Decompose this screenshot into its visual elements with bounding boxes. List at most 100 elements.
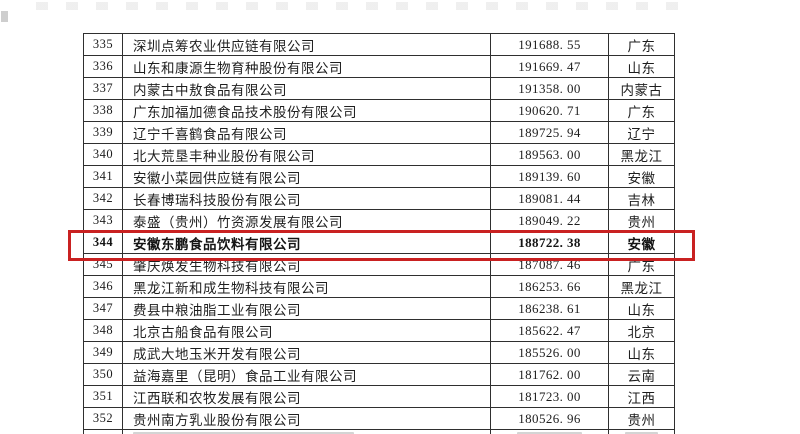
rank-cell: 348 [84,320,123,342]
province-cell: 北京 [609,320,675,342]
value-cell: 190620. 71 [491,100,609,122]
rank-cell: 339 [84,122,123,144]
rank-cell: 338 [84,100,123,122]
table-row: 348 北京古船食品有限公司 185622. 47 北京 [84,320,675,342]
table-row: 342 长春博瑞科技股份有限公司 189081. 44 吉林 [84,188,675,210]
table-row: 346 黑龙江新和成生物科技有限公司 186253. 66 黑龙江 [84,276,675,298]
rank-cell: 341 [84,166,123,188]
rank-cell: 335 [84,34,123,56]
rank-cell: 345 [84,254,123,276]
value-cell: 189049. 22 [491,210,609,232]
company-cell: 黑龙江新和成生物科技有限公司 [123,276,491,298]
value-cell: 189139. 60 [491,166,609,188]
value-cell: 188722. 38 [491,232,609,254]
province-cell: 吉林 [609,188,675,210]
company-cell: 辽宁千喜鹤食品有限公司 [123,122,491,144]
faded-artifact-top [36,2,696,10]
table-row: 344 安徽东鹏食品饮料有限公司 188722. 38 安徽 [84,232,675,254]
rank-cell: 346 [84,276,123,298]
province-cell: 安徽 [609,232,675,254]
company-cell: 长春博瑞科技股份有限公司 [123,188,491,210]
rank-cell: 337 [84,78,123,100]
value-cell: 191669. 47 [491,56,609,78]
faded-artifact-blob [1,11,8,22]
company-cell: 北京古船食品有限公司 [123,320,491,342]
company-cell: 北大荒垦丰种业股份有限公司 [123,144,491,166]
province-cell: 云南 [609,364,675,386]
value-cell: 189563. 00 [491,144,609,166]
province-cell: 山东 [609,298,675,320]
rank-cell: 342 [84,188,123,210]
faded-text-smudge [625,432,658,434]
value-cell: 189725. 94 [491,122,609,144]
company-cell: 肇庆焕发生物科技有限公司 [123,254,491,276]
table-row: 336 山东和康源生物育种股份有限公司 191669. 47 山东 [84,56,675,78]
company-cell: 内蒙古中敖食品有限公司 [123,78,491,100]
value-cell: 186253. 66 [491,276,609,298]
value-cell: 191688. 55 [491,34,609,56]
province-cell: 广东 [609,254,675,276]
table-row: 338 广东加福加德食品技术股份有限公司 190620. 71 广东 [84,100,675,122]
table-row: 350 益海嘉里（昆明）食品工业有限公司 181762. 00 云南 [84,364,675,386]
province-cell: 黑龙江 [609,276,675,298]
value-cell: 180526. 96 [491,408,609,430]
value-cell [491,430,609,434]
province-cell: 广东 [609,100,675,122]
value-cell: 181762. 00 [491,364,609,386]
company-cell: 深圳点筹农业供应链有限公司 [123,34,491,56]
rank-cell: 352 [84,408,123,430]
faded-text-smudge [516,432,583,434]
rank-cell: 350 [84,364,123,386]
value-cell: 181723. 00 [491,386,609,408]
province-cell: 山东 [609,342,675,364]
rank-cell: 336 [84,56,123,78]
company-cell: 广东加福加德食品技术股份有限公司 [123,100,491,122]
company-cell [123,430,491,434]
rank-cell: 344 [84,232,123,254]
partial-row-bottom [84,430,675,434]
province-cell: 贵州 [609,210,675,232]
faded-text-smudge [133,432,355,434]
value-cell: 185622. 47 [491,320,609,342]
table-row: 351 江西联和农牧发展有限公司 181723. 00 江西 [84,386,675,408]
table-row: 343 泰盛（贵州）竹资源发展有限公司 189049. 22 贵州 [84,210,675,232]
company-cell: 安徽小菜园供应链有限公司 [123,166,491,188]
table-row: 341 安徽小菜园供应链有限公司 189139. 60 安徽 [84,166,675,188]
table-row: 352 贵州南方乳业股份有限公司 180526. 96 贵州 [84,408,675,430]
province-cell: 安徽 [609,166,675,188]
company-cell: 安徽东鹏食品饮料有限公司 [123,232,491,254]
value-cell: 185526. 00 [491,342,609,364]
value-cell: 191358. 00 [491,78,609,100]
company-cell: 江西联和农牧发展有限公司 [123,386,491,408]
company-cell: 费县中粮油脂工业有限公司 [123,298,491,320]
table-row: 335 深圳点筹农业供应链有限公司 191688. 55 广东 [84,34,675,56]
company-cell: 成武大地玉米开发有限公司 [123,342,491,364]
value-cell: 186238. 61 [491,298,609,320]
table-row: 339 辽宁千喜鹤食品有限公司 189725. 94 辽宁 [84,122,675,144]
company-cell: 益海嘉里（昆明）食品工业有限公司 [123,364,491,386]
rank-cell: 347 [84,298,123,320]
table-row: 337 内蒙古中敖食品有限公司 191358. 00 内蒙古 [84,78,675,100]
province-cell: 贵州 [609,408,675,430]
province-cell: 江西 [609,386,675,408]
rank-cell: 340 [84,144,123,166]
table-row: 340 北大荒垦丰种业股份有限公司 189563. 00 黑龙江 [84,144,675,166]
rank-cell: 349 [84,342,123,364]
province-cell: 黑龙江 [609,144,675,166]
table-row: 349 成武大地玉米开发有限公司 185526. 00 山东 [84,342,675,364]
company-cell: 贵州南方乳业股份有限公司 [123,408,491,430]
value-cell: 189081. 44 [491,188,609,210]
value-cell: 187087. 46 [491,254,609,276]
province-cell: 山东 [609,56,675,78]
province-cell: 辽宁 [609,122,675,144]
province-cell: 广东 [609,34,675,56]
ranking-table: 335 深圳点筹农业供应链有限公司 191688. 55 广东 336 山东和康… [84,34,675,430]
ranking-table-wrap: 335 深圳点筹农业供应链有限公司 191688. 55 广东 336 山东和康… [83,33,675,434]
company-cell: 山东和康源生物育种股份有限公司 [123,56,491,78]
table-row: 347 费县中粮油脂工业有限公司 186238. 61 山东 [84,298,675,320]
rank-cell [84,430,123,434]
rank-cell: 343 [84,210,123,232]
company-cell: 泰盛（贵州）竹资源发展有限公司 [123,210,491,232]
province-cell: 内蒙古 [609,78,675,100]
